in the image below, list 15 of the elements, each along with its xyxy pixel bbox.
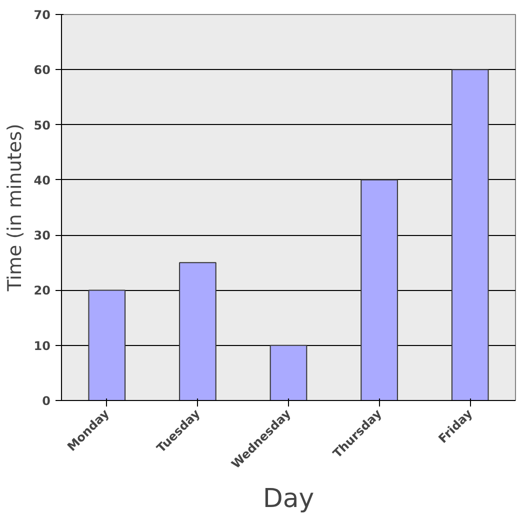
y-tick-label: 60 <box>34 63 51 78</box>
y-tick-label: 40 <box>34 173 51 188</box>
bar <box>179 262 216 400</box>
y-tick-label: 30 <box>34 228 51 243</box>
y-tick-label: 50 <box>34 118 51 132</box>
y-axis-title: Time (in minutes) <box>4 124 26 292</box>
y-tick-label: 20 <box>34 284 51 298</box>
y-tick-label: 70 <box>34 8 51 22</box>
y-tick-label: 0 <box>42 394 51 408</box>
x-axis-title: Day <box>262 484 314 514</box>
y-tick-label: 10 <box>34 338 51 353</box>
bar <box>88 290 126 400</box>
bar <box>360 179 398 400</box>
bar <box>451 69 489 400</box>
bar <box>270 344 308 400</box>
